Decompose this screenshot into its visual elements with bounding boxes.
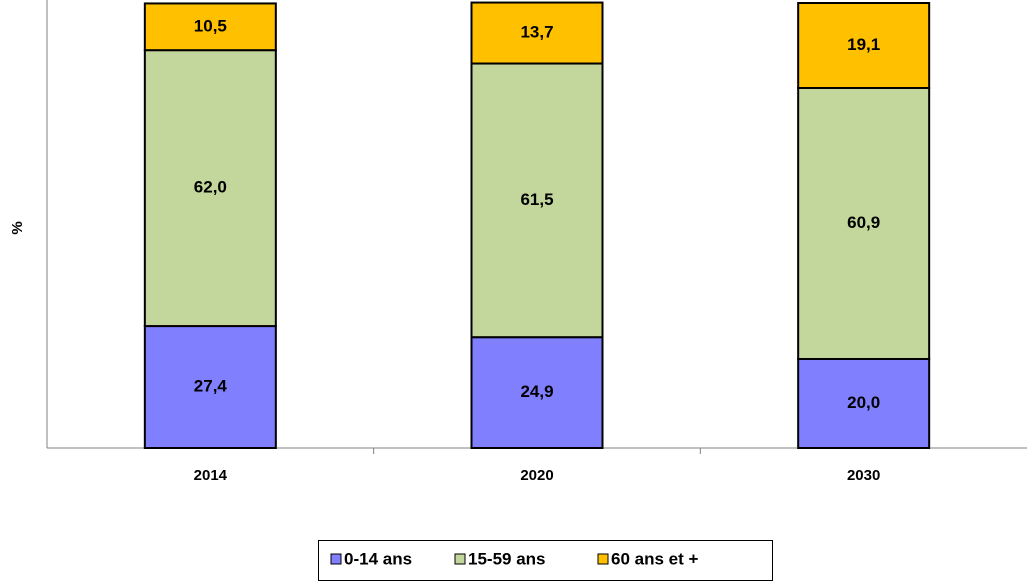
- bar-segment: [797, 86, 931, 361]
- data-label: 60,9: [847, 213, 880, 232]
- x-tick-label: 2014: [194, 467, 228, 484]
- bar-segment: [470, 336, 604, 450]
- bar-segment: [797, 2, 931, 89]
- data-label: 13,7: [520, 23, 553, 42]
- y-axis-label: %: [9, 221, 26, 234]
- bar-segment: [143, 325, 277, 450]
- bar-segment: [143, 49, 277, 328]
- data-label: 27,4: [194, 377, 228, 396]
- legend-label: 15-59 ans: [468, 549, 546, 568]
- legend-label: 0-14 ans: [344, 549, 412, 568]
- legend-label: 60 ans et +: [611, 549, 698, 568]
- bar-segment: [797, 358, 931, 449]
- data-label: 61,5: [520, 190, 553, 209]
- bar-segment: [470, 62, 604, 339]
- x-tick-label: 2030: [847, 467, 880, 484]
- legend-swatch: [454, 553, 466, 565]
- legend-swatch: [597, 553, 609, 565]
- bar-segment: [470, 1, 604, 65]
- bar-segment: [143, 2, 277, 52]
- legend-box: [318, 540, 773, 581]
- data-label: 62,0: [194, 178, 227, 197]
- data-label: 10,5: [194, 16, 227, 35]
- legend-swatch: [330, 553, 342, 565]
- data-label: 20,0: [847, 393, 880, 412]
- data-label: 24,9: [520, 382, 553, 401]
- data-label: 19,1: [847, 35, 880, 54]
- x-tick-label: 2020: [520, 467, 553, 484]
